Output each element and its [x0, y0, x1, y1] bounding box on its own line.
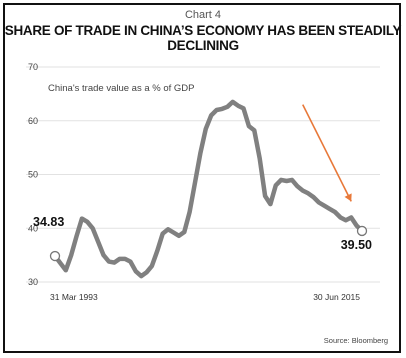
- series-annotation: China's trade value as a % of GDP: [48, 83, 195, 94]
- chart-number-label: Chart 4: [184, 9, 222, 21]
- x-tick-label-start: 31 Mar 1993: [50, 292, 98, 302]
- trend-arrow-shaft: [302, 104, 352, 202]
- series-line: [52, 99, 365, 279]
- y-axis-ticks: 30 40 50 60 70: [28, 62, 38, 287]
- y-tick-label: 70: [28, 62, 38, 72]
- endpoint-markers: 34.83 39.50: [33, 215, 372, 262]
- x-tick-label-end: 30 Jun 2015: [313, 292, 360, 302]
- y-tick-label: 60: [28, 116, 38, 126]
- chart-frame: [3, 3, 401, 353]
- y-tick-label: 40: [28, 223, 38, 233]
- start-marker: [49, 250, 61, 262]
- start-value-label: 34.83: [33, 215, 64, 229]
- y-tick-label: 30: [28, 277, 38, 287]
- y-tick-label: 50: [28, 170, 38, 180]
- end-marker: [356, 225, 368, 237]
- gridlines: [26, 66, 380, 283]
- end-value-label: 39.50: [341, 238, 372, 252]
- source-note: Source: Bloomberg: [323, 336, 388, 345]
- trend-arrow: [302, 104, 352, 202]
- chart-title: SHARE OF TRADE IN CHINA’S ECONOMY HAS BE…: [4, 23, 402, 53]
- series-group: [52, 99, 365, 279]
- trend-arrow-head: [344, 193, 352, 202]
- x-axis-ticks: 31 Mar 1993 30 Jun 2015: [50, 292, 360, 302]
